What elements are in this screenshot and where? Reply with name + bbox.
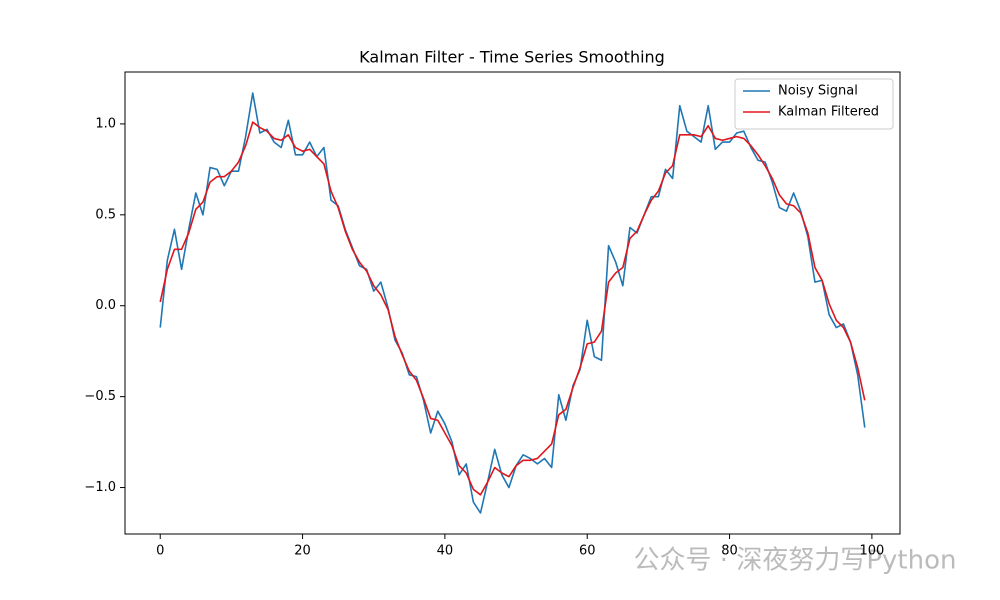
y-tick-label: 0.5 (95, 207, 116, 222)
y-tick-label: −0.5 (84, 389, 116, 404)
x-tick-label: 20 (294, 544, 311, 559)
plot-frame (124, 71, 901, 535)
y-tick-label: 0.0 (95, 298, 116, 313)
y-tick-label: −1.0 (84, 480, 116, 495)
x-tick-label: 100 (859, 544, 884, 559)
legend-box (734, 78, 894, 130)
series-line (159, 92, 866, 514)
legend-label: Noisy Signal (778, 84, 858, 99)
series-line (159, 121, 866, 496)
x-tick-label: 80 (721, 544, 738, 559)
x-tick-label: 40 (437, 544, 454, 559)
watermark: 公众号 · 深夜努力写Python (634, 546, 957, 576)
legend-label: Kalman Filtered (778, 105, 879, 120)
x-tick-label: 0 (156, 544, 164, 559)
x-tick-label: 60 (579, 544, 596, 559)
chart-title: Kalman Filter - Time Series Smoothing (359, 48, 665, 67)
y-tick-label: 1.0 (95, 116, 116, 131)
